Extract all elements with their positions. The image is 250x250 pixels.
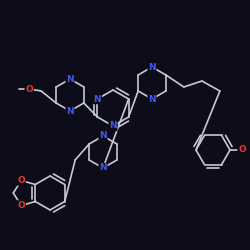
Text: O: O <box>18 201 25 210</box>
Text: N: N <box>66 74 74 84</box>
Text: N: N <box>99 132 107 140</box>
Text: O: O <box>238 146 246 154</box>
Text: N: N <box>109 122 117 130</box>
Text: O: O <box>25 84 33 94</box>
Text: N: N <box>66 106 74 116</box>
Text: N: N <box>148 94 156 104</box>
Text: N: N <box>99 164 107 172</box>
Text: O: O <box>18 176 25 185</box>
Text: N: N <box>94 94 101 104</box>
Text: N: N <box>148 62 156 72</box>
